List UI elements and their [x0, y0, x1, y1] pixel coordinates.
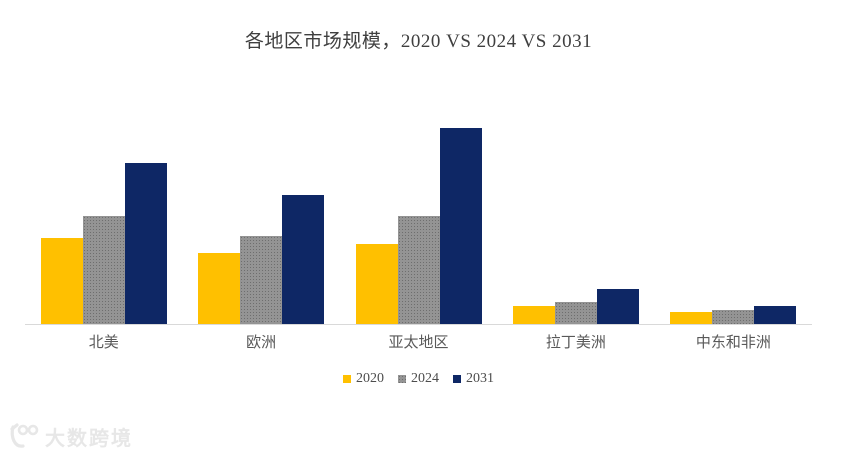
watermark-text: 大数跨境 [45, 427, 133, 450]
chart-title: 各地区市场规模，2020 VS 2024 VS 2031 [244, 31, 593, 52]
plot-area [25, 128, 812, 325]
bar-2020-拉丁美洲 [512, 306, 555, 324]
bar-2024-亚太地区 [397, 216, 440, 324]
bar-2024-中东和非洲 [712, 310, 755, 324]
bar-group-亚太地区 [340, 128, 497, 324]
bar-2020-北美 [40, 238, 83, 324]
legend: 2020 2024 2031 [25, 371, 812, 387]
legend-swatch-2020 [343, 375, 351, 383]
bar-group-拉丁美洲 [497, 128, 654, 324]
bar-2020-亚太地区 [355, 244, 398, 324]
bar-2024-欧洲 [240, 236, 283, 324]
x-axis-label-欧洲: 欧洲 [246, 335, 277, 351]
bar-2031-中东和非洲 [754, 306, 797, 324]
legend-label-2031: 2031 [466, 371, 494, 386]
legend-swatch-2024 [398, 375, 406, 383]
bar-2031-拉丁美洲 [596, 289, 639, 324]
legend-item-2031: 2031 [453, 371, 494, 387]
watermark: 大数跨境 [8, 420, 133, 452]
x-axis-label-亚太地区: 亚太地区 [388, 335, 449, 351]
legend-label-2024: 2024 [411, 371, 439, 386]
bar-2020-欧洲 [198, 253, 241, 324]
bar-2031-欧洲 [282, 195, 325, 324]
bar-group-北美 [25, 128, 182, 324]
x-axis-label-中东和非洲: 中东和非洲 [695, 335, 771, 351]
legend-item-2020: 2020 [343, 371, 384, 387]
bar-2031-北美 [124, 163, 167, 324]
watermark-logo-icon [10, 423, 39, 448]
legend-label-2020: 2020 [356, 371, 384, 386]
x-axis-label-拉丁美洲: 拉丁美洲 [545, 335, 606, 351]
bar-2031-亚太地区 [439, 128, 482, 324]
legend-swatch-2031 [453, 375, 461, 383]
x-axis-label-北美: 北美 [88, 335, 119, 351]
bar-2024-北美 [82, 216, 125, 324]
bar-2024-拉丁美洲 [554, 302, 597, 324]
bar-group-中东和非洲 [655, 128, 812, 324]
bar-group-欧洲 [182, 128, 339, 324]
bar-2020-中东和非洲 [670, 312, 713, 324]
category-axis: 北美 欧洲 亚太地区 拉丁美洲 中东和非洲 [25, 331, 812, 352]
legend-item-2024: 2024 [398, 371, 439, 387]
